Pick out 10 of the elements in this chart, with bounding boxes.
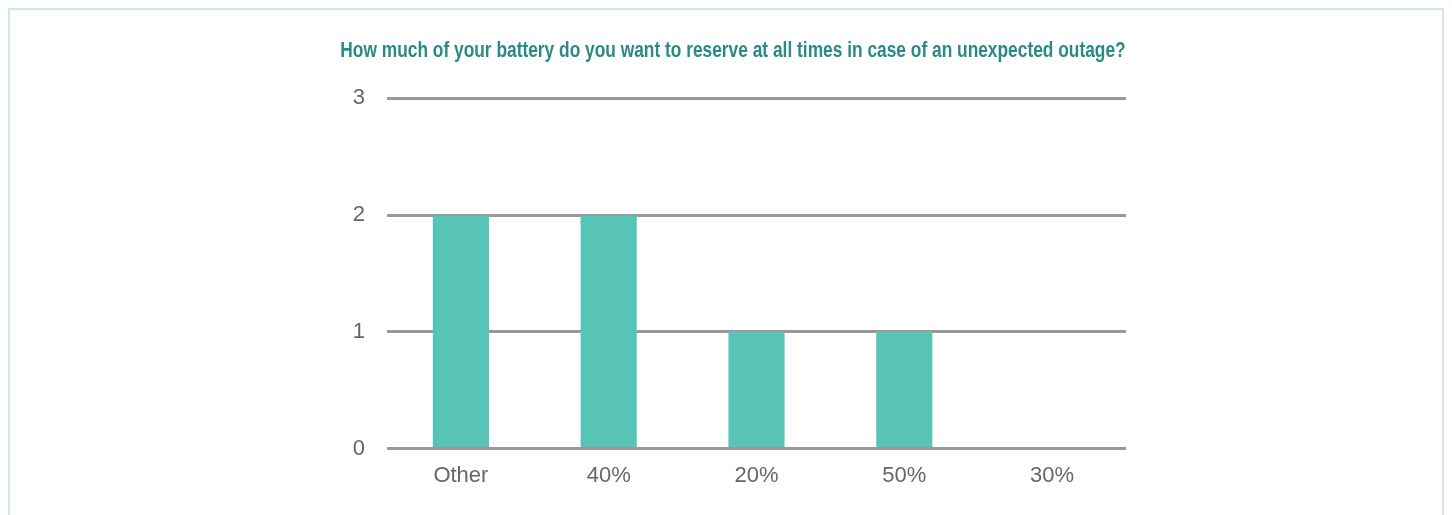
x-tick-label: 50% — [882, 461, 927, 487]
x-tick-label: 20% — [734, 461, 779, 487]
chart-title: How much of your battery do you want to reserve at all times in case of an unexpected outage? — [340, 37, 1126, 62]
x-tick-label: 40% — [586, 461, 631, 487]
y-tick-label: 3 — [352, 84, 365, 110]
x-tick-label: Other — [433, 461, 489, 487]
y-tick-label: 2 — [352, 201, 365, 227]
y-tick-label: 0 — [352, 434, 365, 460]
x-tick-label: 30% — [1030, 461, 1075, 487]
y-tick-label: 1 — [352, 317, 365, 343]
